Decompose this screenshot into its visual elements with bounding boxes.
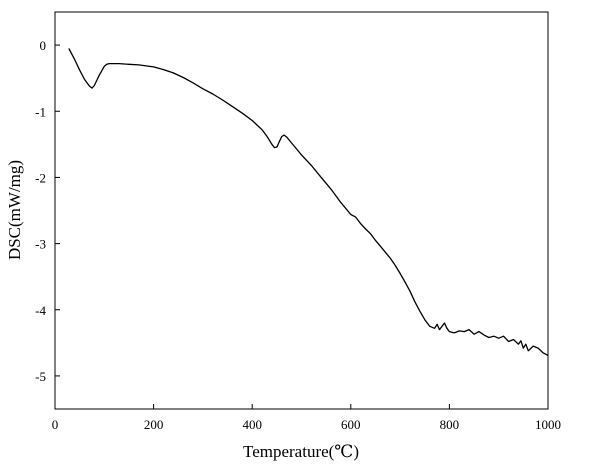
y-tick-label: -5 <box>35 369 46 384</box>
y-tick-label: -4 <box>35 303 46 318</box>
x-tick-label: 1000 <box>535 417 561 432</box>
dsc-series-line <box>68 48 549 356</box>
y-axis-title: DSC(mW/mg) <box>5 160 24 260</box>
x-tick-label: 400 <box>242 417 262 432</box>
y-tick-label: 0 <box>40 38 47 53</box>
x-tick-label: 200 <box>144 417 164 432</box>
x-tick-label: 600 <box>341 417 361 432</box>
x-axis-title: Temperature(℃) <box>243 442 359 461</box>
x-tick-label: 0 <box>52 417 59 432</box>
y-tick-label: -1 <box>35 104 46 119</box>
y-tick-label: -2 <box>35 170 46 185</box>
x-ticks: 0 200 400 600 800 1000 <box>52 404 561 432</box>
x-tick-label: 800 <box>440 417 460 432</box>
y-ticks: 0 -1 -2 -3 -4 -5 <box>35 38 60 384</box>
plot-frame <box>54 11 549 410</box>
y-tick-label: -3 <box>35 237 46 252</box>
